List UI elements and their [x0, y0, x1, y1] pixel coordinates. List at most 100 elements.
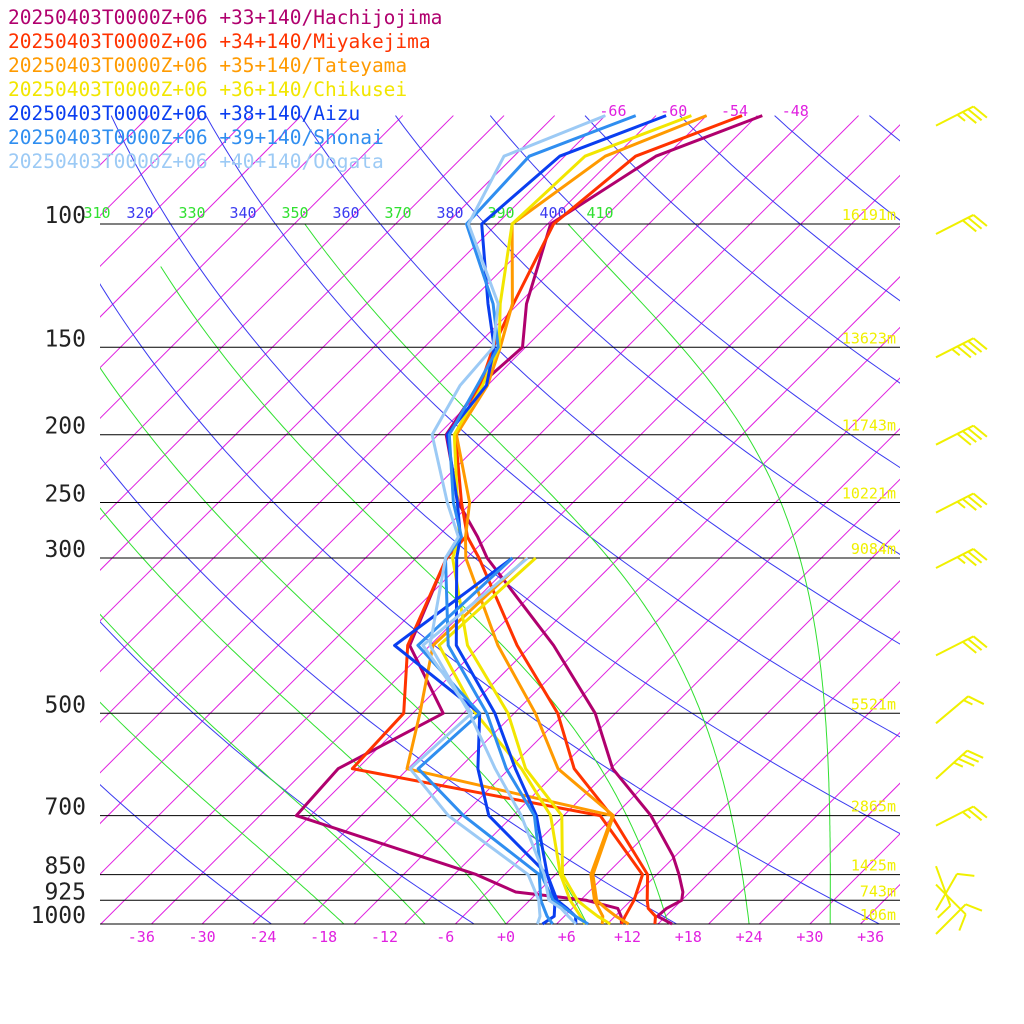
isotherm-line	[100, 115, 707, 723]
dry-adiabat-line	[300, 115, 900, 645]
dry-adiabat-line	[205, 115, 900, 738]
height-label: 1425m	[851, 857, 896, 875]
x-tick-label: -12	[371, 928, 398, 946]
wind-barb	[935, 548, 988, 569]
sounding-series-1	[350, 114, 743, 925]
legend-entry-3: 20250403T0000Z+06 +36+140/Chikusei	[8, 78, 408, 101]
x-tick-label: -18	[310, 928, 337, 946]
isotherm-line	[100, 124, 900, 924]
isotherm-line	[758, 782, 900, 924]
dewpoint-line	[437, 556, 587, 925]
dry-adiabat-line	[584, 115, 900, 384]
x-tick-label: -30	[189, 928, 216, 946]
legend-entry-2: 20250403T0000Z+06 +35+140/Tateyama	[8, 54, 408, 77]
wind-barb	[935, 105, 988, 127]
moist-adiabat-line	[160, 266, 669, 924]
isotherm-line	[0, 116, 48, 924]
dry-adiabat-line	[100, 283, 880, 924]
dry-adiabat-line	[679, 115, 900, 302]
height-label: 13623m	[842, 329, 896, 347]
moist-adiabat-line	[100, 701, 345, 924]
sounding-series-4	[393, 114, 667, 926]
theta-label: 350	[281, 204, 308, 222]
pressure-label: 925	[44, 879, 86, 905]
wind-barb	[935, 865, 952, 919]
temperature-line	[454, 114, 708, 926]
isotherm-line	[911, 116, 1024, 924]
isotherm-line	[100, 115, 606, 622]
wind-barb	[935, 805, 988, 827]
isotherm-line	[353, 377, 900, 924]
theta-label: 410	[586, 204, 613, 222]
isotherm-line	[100, 115, 454, 470]
temperature-line	[445, 114, 667, 925]
x-tick-label: +6	[558, 928, 576, 946]
moist-adiabat-line	[304, 223, 750, 924]
wind-barb	[935, 424, 988, 446]
dry-adiabat-line	[100, 783, 272, 924]
moist-adiabat-line	[100, 613, 426, 924]
theta-label: 390	[487, 204, 514, 222]
x-tick-label: +12	[614, 928, 641, 946]
x-tick-label: +0	[497, 928, 515, 946]
wind-barb	[935, 492, 988, 514]
pressure-label: 700	[44, 795, 86, 821]
dewpoint-line	[350, 535, 644, 925]
x-tick-label: +24	[736, 928, 763, 946]
isotherm-line	[252, 276, 900, 924]
pressure-label: 300	[44, 537, 86, 563]
wind-barb	[935, 749, 984, 780]
temperature-line	[444, 114, 763, 926]
isotherm-line	[303, 326, 900, 924]
sounding-series-6	[408, 114, 606, 926]
wind-barb	[935, 903, 983, 935]
wind-barb	[935, 872, 975, 911]
theta-label: 330	[178, 204, 205, 222]
pressure-label: 200	[44, 414, 86, 440]
pressure-label: 500	[44, 692, 86, 718]
x-tick-label: +30	[796, 928, 823, 946]
height-label: 16191m	[842, 206, 896, 224]
legend-entry-6: 20250403T0000Z+06 +40+140/Oogata	[8, 150, 384, 173]
dry-adiabat-line	[395, 115, 900, 555]
pressure-label: 100	[44, 203, 86, 229]
isotherm-line	[100, 115, 505, 521]
isotherm-line	[100, 115, 302, 318]
moist-adiabat-line	[567, 223, 831, 924]
dewpoint-line	[408, 556, 542, 925]
pressure-label: 150	[44, 326, 86, 352]
height-label: 5521m	[851, 695, 896, 713]
x-tick-label: -36	[128, 928, 155, 946]
wind-barb	[935, 337, 988, 359]
theta-label: 320	[126, 204, 153, 222]
legend-entry-5: 20250403T0000Z+06 +39+140/Shonai	[8, 126, 384, 149]
wind-barb	[935, 695, 985, 725]
x-tick-label: +18	[675, 928, 702, 946]
pressure-label: 1000	[31, 903, 86, 929]
height-label: 2865m	[851, 798, 896, 816]
wind-barb	[935, 635, 988, 657]
isotherm-line	[809, 833, 900, 924]
dry-adiabat-line	[489, 115, 900, 469]
isotherm-label: -60	[660, 102, 687, 120]
theta-label: 400	[539, 204, 566, 222]
x-tick-label: -24	[249, 928, 276, 946]
isotherm-line	[100, 115, 252, 268]
isotherm-line	[657, 681, 900, 924]
dry-adiabat-line	[100, 620, 475, 924]
temperature-line	[451, 114, 692, 926]
moist-adiabat-line	[911, 224, 951, 924]
isotherm-line	[100, 115, 556, 571]
isotherm-line	[962, 116, 1024, 924]
isotherm-line	[606, 630, 900, 924]
x-tick-label: -6	[436, 928, 454, 946]
isotherm-line	[556, 579, 900, 924]
height-label: 11743m	[842, 417, 896, 435]
sounding-series-2	[405, 114, 708, 926]
pressure-label: 250	[44, 482, 86, 508]
isotherm-line	[505, 529, 900, 924]
isotherm-line	[100, 115, 809, 825]
isotherm-label: -48	[782, 102, 809, 120]
